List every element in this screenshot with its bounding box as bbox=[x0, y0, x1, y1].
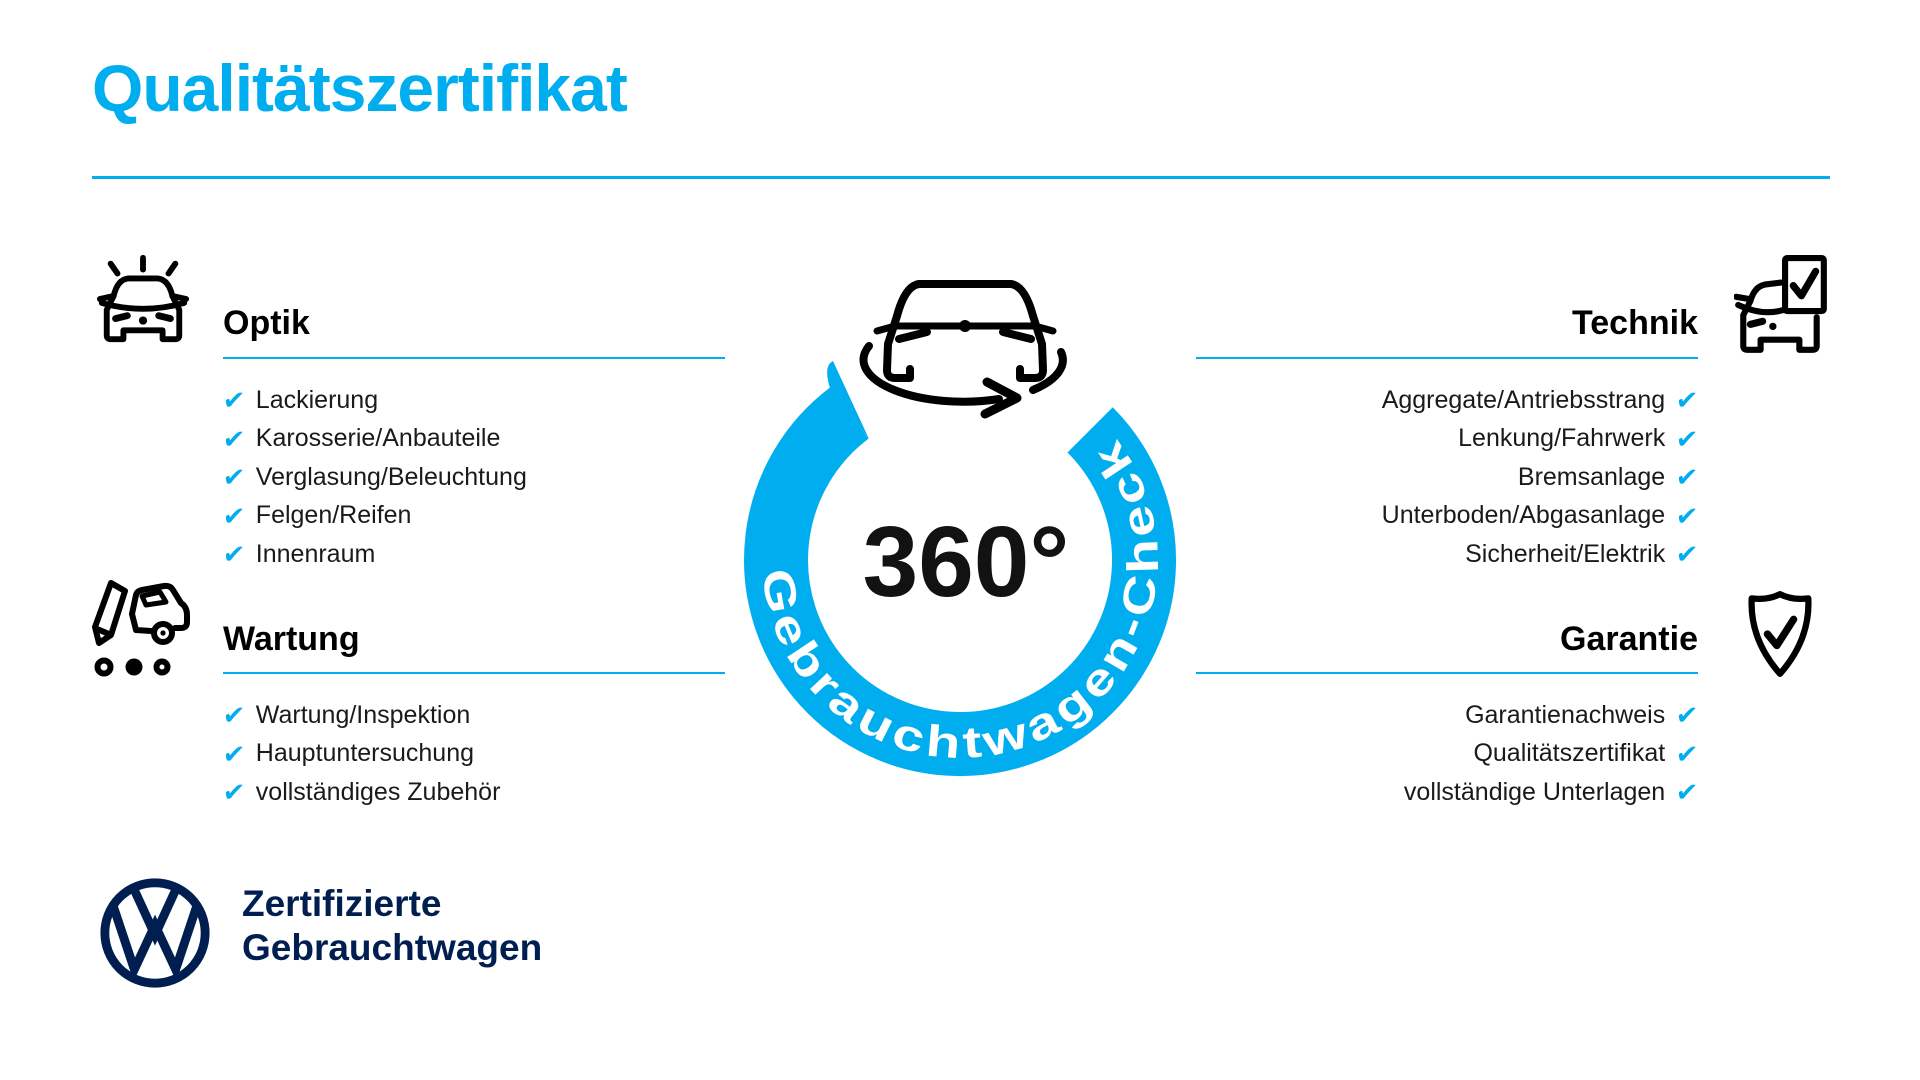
list-item-label: Qualitätszertifikat bbox=[1473, 739, 1666, 768]
list-item-label: Lackierung bbox=[255, 385, 379, 414]
list-item: Bremsanlage ✔ bbox=[1196, 458, 1700, 497]
check-icon: ✔ bbox=[221, 500, 247, 531]
garantie-list: Garantienachweis ✔ Qualitätszertifikat ✔… bbox=[1196, 696, 1700, 812]
brand-claim: Zertifizierte Gebrauchtwagen bbox=[242, 882, 542, 970]
shiny-car-icon bbox=[96, 254, 190, 343]
check-icon: ✔ bbox=[1674, 462, 1700, 493]
ring-taper-tip bbox=[827, 361, 869, 439]
section-title-technik: Technik bbox=[1572, 304, 1698, 342]
check-icon: ✔ bbox=[221, 462, 247, 493]
list-item: Lenkung/Fahrwerk ✔ bbox=[1196, 420, 1700, 459]
check-icon: ✔ bbox=[1674, 700, 1700, 731]
vw-logo-icon bbox=[100, 878, 210, 988]
list-item: Sicherheit/Elektrik ✔ bbox=[1196, 535, 1700, 574]
list-item: ✔ Lackierung bbox=[221, 381, 725, 420]
list-item-label: Garantienachweis bbox=[1465, 700, 1666, 729]
list-item-label: Verglasung/Beleuchtung bbox=[255, 462, 527, 491]
list-item: Qualitätszertifikat ✔ bbox=[1196, 735, 1700, 774]
section-divider-technik bbox=[1196, 357, 1698, 359]
list-item-label: Wartung/Inspektion bbox=[255, 700, 471, 729]
check-icon: ✔ bbox=[1674, 738, 1700, 769]
section-title-wartung: Wartung bbox=[223, 620, 360, 658]
list-item: Garantienachweis ✔ bbox=[1196, 696, 1700, 735]
check-icon: ✔ bbox=[221, 423, 247, 454]
list-item-label: vollständiges Zubehör bbox=[255, 777, 501, 806]
list-item-label: Lenkung/Fahrwerk bbox=[1458, 424, 1666, 453]
check-icon: ✔ bbox=[1674, 385, 1700, 416]
brand-claim-line1: Zertifizierte bbox=[242, 883, 442, 924]
list-item-label: Unterboden/Abgasanlage bbox=[1381, 501, 1666, 530]
check-icon: ✔ bbox=[1674, 777, 1700, 808]
list-item-label: Aggregate/Antriebsstrang bbox=[1381, 385, 1666, 414]
check-icon: ✔ bbox=[221, 700, 247, 731]
section-divider-optik bbox=[223, 357, 725, 359]
list-item-label: vollständige Unterlagen bbox=[1403, 777, 1666, 806]
section-divider-garantie bbox=[1196, 672, 1698, 674]
rotating-car-icon bbox=[859, 280, 1067, 419]
title-divider bbox=[92, 176, 1830, 179]
list-item: ✔ Felgen/Reifen bbox=[221, 497, 725, 536]
list-item: ✔ Innenraum bbox=[221, 535, 725, 574]
list-item: ✔ Verglasung/Beleuchtung bbox=[221, 458, 725, 497]
wartung-list: ✔ Wartung/Inspektion ✔ Hauptuntersuchung… bbox=[221, 696, 725, 812]
check-icon: ✔ bbox=[221, 777, 247, 808]
check-icon: ✔ bbox=[221, 385, 247, 416]
pencil-vehicle-icon bbox=[92, 580, 190, 677]
list-item: Unterboden/Abgasanlage ✔ bbox=[1196, 497, 1700, 536]
list-item: ✔ vollständiges Zubehör bbox=[221, 773, 725, 812]
list-item-label: Karosserie/Anbauteile bbox=[255, 424, 501, 453]
360-check-badge: Gebrauchtwagen-Check 360° bbox=[744, 280, 1177, 777]
list-item: vollständige Unterlagen ✔ bbox=[1196, 773, 1700, 812]
ring-arc bbox=[744, 387, 1177, 777]
technik-list: Aggregate/Antriebsstrang ✔ Lenkung/Fahrw… bbox=[1196, 381, 1700, 574]
list-item-label: Sicherheit/Elektrik bbox=[1465, 539, 1666, 568]
check-icon: ✔ bbox=[1674, 539, 1700, 570]
list-item-label: Hauptuntersuchung bbox=[255, 739, 475, 768]
optik-list: ✔ Lackierung ✔ Karosserie/Anbauteile ✔ V… bbox=[221, 381, 725, 574]
check-icon: ✔ bbox=[1674, 500, 1700, 531]
list-item-label: Felgen/Reifen bbox=[255, 501, 412, 530]
section-title-optik: Optik bbox=[223, 304, 310, 342]
list-item: Aggregate/Antriebsstrang ✔ bbox=[1196, 381, 1700, 420]
list-item: ✔ Hauptuntersuchung bbox=[221, 735, 725, 774]
brand-claim-line2: Gebrauchtwagen bbox=[242, 927, 543, 968]
list-item: ✔ Karosserie/Anbauteile bbox=[221, 420, 725, 459]
list-item-label: Bremsanlage bbox=[1517, 462, 1666, 491]
list-item: ✔ Wartung/Inspektion bbox=[221, 696, 725, 735]
section-divider-wartung bbox=[223, 672, 725, 674]
car-checklist-icon bbox=[1734, 255, 1827, 353]
check-icon: ✔ bbox=[221, 738, 247, 769]
check-icon: ✔ bbox=[221, 539, 247, 570]
shield-check-icon bbox=[1748, 591, 1812, 677]
section-title-garantie: Garantie bbox=[1560, 620, 1698, 658]
check-icon: ✔ bbox=[1674, 423, 1700, 454]
list-item-label: Innenraum bbox=[255, 539, 376, 568]
page-title: Qualitätszertifikat bbox=[92, 51, 628, 125]
degree-label: 360° bbox=[863, 506, 1070, 618]
